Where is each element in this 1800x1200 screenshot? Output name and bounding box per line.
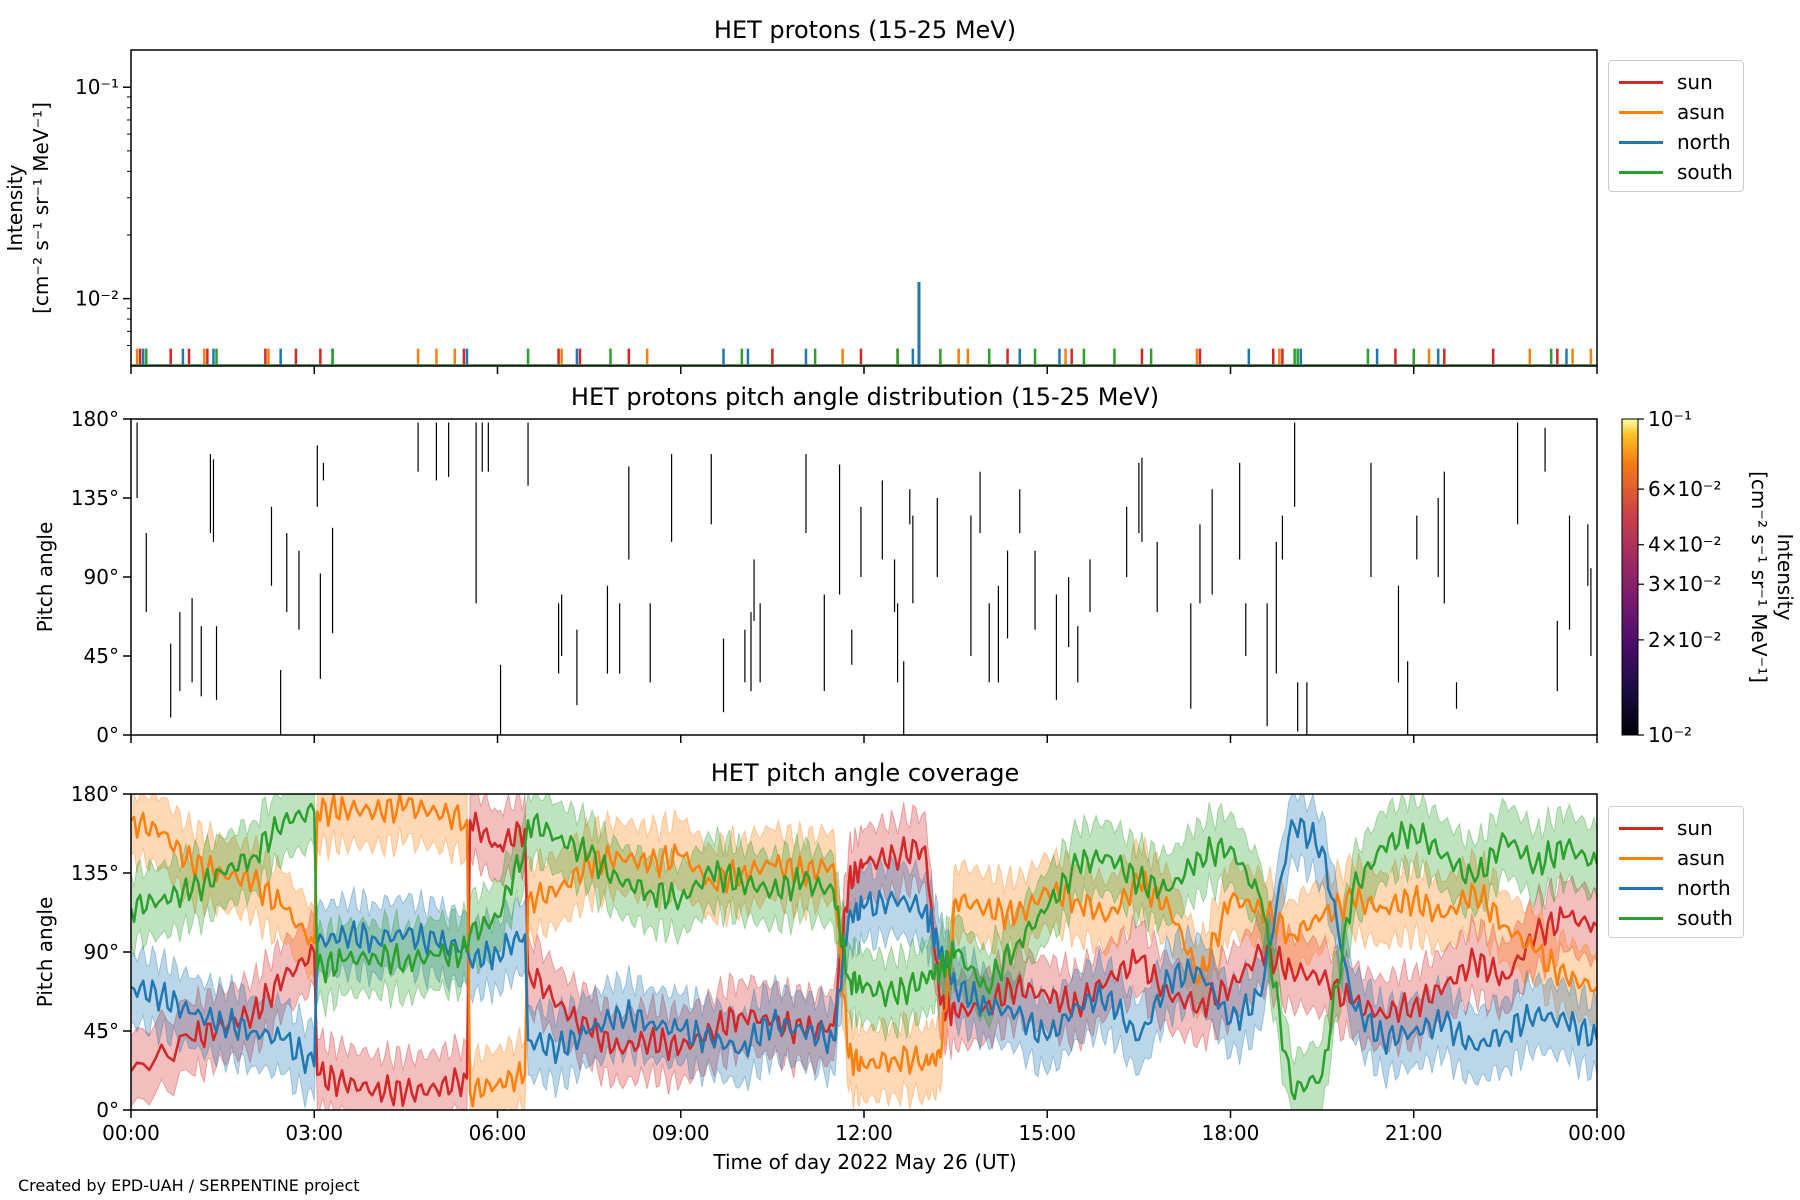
legend-item-sun: sun <box>1619 813 1733 843</box>
legend-item-asun: asun <box>1619 97 1733 127</box>
y-tick-label: 45° <box>84 644 119 668</box>
panel2-ylabel: Pitch angle <box>33 522 57 633</box>
credit-text: Created by EPD-UAH / SERPENTINE project <box>18 1176 360 1195</box>
panel1-ylabel-line2: [cm⁻² s⁻¹ sr⁻¹ MeV⁻¹] <box>29 102 53 314</box>
x-axis-label: Time of day 2022 May 26 (UT) <box>712 1150 1016 1174</box>
coverage-band-sun <box>131 794 1597 1110</box>
x-tick-label: 06:00 <box>469 1121 527 1145</box>
legend-label-sun: sun <box>1677 816 1713 840</box>
legend-item-south: south <box>1619 157 1733 187</box>
colorbar-tick-label: 10⁻² <box>1648 723 1692 747</box>
coverage-band-north <box>131 794 1597 1109</box>
colorbar-tick-label: 2×10⁻² <box>1648 628 1722 652</box>
legend-item-asun: asun <box>1619 843 1733 873</box>
pitch-angle-distribution-panel: HET protons pitch angle distribution (15… <box>33 383 1797 747</box>
colorbar-label-line2: [cm⁻² s⁻¹ sr⁻¹ MeV⁻¹] <box>1747 471 1771 683</box>
legend-label-asun: asun <box>1677 100 1726 124</box>
y-tick-label: 90° <box>84 565 119 589</box>
colorbar-tick-label: 3×10⁻² <box>1648 572 1722 596</box>
y-tick-label: 0° <box>96 723 119 747</box>
panel2-title: HET protons pitch angle distribution (15… <box>571 383 1159 411</box>
legend-label-north: north <box>1677 130 1731 154</box>
colorbar-tick-label: 10⁻¹ <box>1648 407 1692 431</box>
panel1-ylabel-line1: Intensity <box>3 164 27 251</box>
coverage-line-south <box>131 802 1597 1101</box>
x-tick-label: 09:00 <box>652 1121 710 1145</box>
colorbar-tick-label: 4×10⁻² <box>1648 533 1722 557</box>
y-tick-label: 45° <box>84 1019 119 1043</box>
x-tick-label: 18:00 <box>1202 1121 1260 1145</box>
legend-label-north: north <box>1677 876 1731 900</box>
coverage-line-north <box>131 817 1597 1075</box>
y-tick-label: 10⁻² <box>75 287 119 311</box>
panel1-legend: sun asun north south <box>1608 60 1744 192</box>
legend-label-sun: sun <box>1677 70 1713 94</box>
y-tick-label: 180° <box>71 782 119 806</box>
y-tick-label: 0° <box>96 1098 119 1122</box>
legend-label-south: south <box>1677 160 1733 184</box>
colorbar-tick-label: 6×10⁻² <box>1648 477 1722 501</box>
legend-swatch-sun <box>1619 80 1663 84</box>
panel1-title: HET protons (15-25 MeV) <box>714 16 1016 44</box>
legend-item-north: north <box>1619 127 1733 157</box>
x-tick-label: 03:00 <box>285 1121 343 1145</box>
x-tick-label: 00:00 <box>1568 1121 1626 1145</box>
panel3-title: HET pitch angle coverage <box>711 759 1019 787</box>
legend-swatch-asun <box>1619 856 1663 860</box>
legend-swatch-south <box>1619 916 1663 920</box>
coverage-line-sun <box>131 811 1597 1107</box>
legend-item-south: south <box>1619 903 1733 933</box>
colorbar <box>1621 418 1639 736</box>
y-tick-label: 90° <box>84 940 119 964</box>
legend-swatch-south <box>1619 170 1663 174</box>
x-tick-label: 15:00 <box>1018 1121 1076 1145</box>
panel2-frame <box>130 418 1598 736</box>
intensity-panel: HET protons (15-25 MeV) 10⁻¹ 10⁻² Intensi… <box>3 16 1598 374</box>
panel3-ylabel: Pitch angle <box>33 897 57 1008</box>
legend-item-sun: sun <box>1619 67 1733 97</box>
pitch-angle-coverage-panel: HET pitch angle coverage 180° 135° 90° 45° 0… <box>33 759 1626 1174</box>
legend-swatch-north <box>1619 140 1663 144</box>
x-tick-label: 12:00 <box>835 1121 893 1145</box>
legend-label-asun: asun <box>1677 846 1726 870</box>
legend-label-south: south <box>1677 906 1733 930</box>
y-tick-label: 10⁻¹ <box>75 75 119 99</box>
panel1-frame <box>130 49 1598 367</box>
y-tick-label: 135° <box>71 486 119 510</box>
panel3-legend: sun asun north south <box>1608 806 1744 938</box>
x-tick-label: 00:00 <box>102 1121 160 1145</box>
legend-swatch-north <box>1619 886 1663 890</box>
y-tick-label: 135° <box>71 861 119 885</box>
y-tick-label: 180° <box>71 407 119 431</box>
x-tick-label: 21:00 <box>1385 1121 1443 1145</box>
colorbar-label-line1: Intensity <box>1773 533 1797 620</box>
coverage-line-asun <box>131 794 1597 1108</box>
legend-swatch-asun <box>1619 110 1663 114</box>
legend-item-north: north <box>1619 873 1733 903</box>
coverage-band-south <box>131 794 1597 1110</box>
legend-swatch-sun <box>1619 826 1663 830</box>
